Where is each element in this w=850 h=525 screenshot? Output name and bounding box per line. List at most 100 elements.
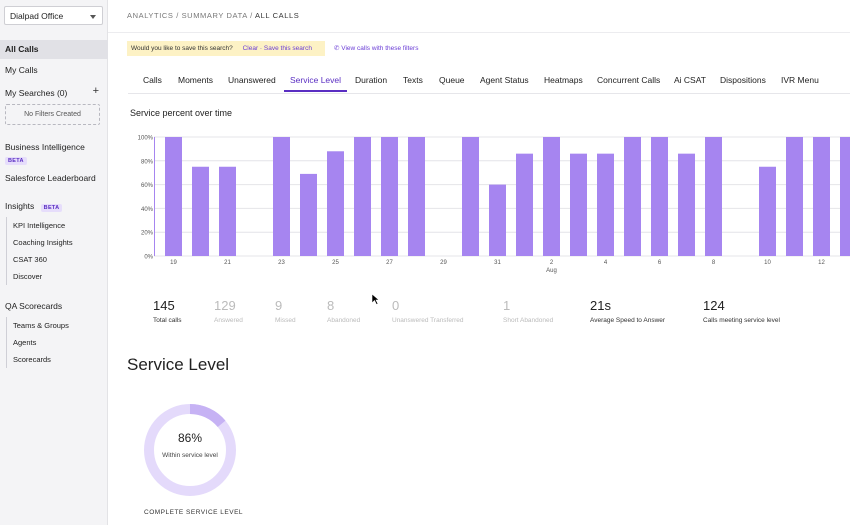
x-tick-label: 2 xyxy=(550,260,554,266)
x-tick-label: 27 xyxy=(386,260,393,266)
office-select-value: Dialpad Office xyxy=(10,11,64,21)
tab-heatmaps[interactable]: Heatmaps xyxy=(544,75,583,85)
sidebar-item-teams-groups[interactable]: Teams & Groups xyxy=(13,321,69,330)
chart-bar xyxy=(408,137,425,256)
sidebar-item-agents[interactable]: Agents xyxy=(13,338,37,347)
x-tick-label: 21 xyxy=(224,260,231,266)
y-tick-label: 60% xyxy=(141,183,154,189)
stat-value: 124 xyxy=(703,298,725,313)
office-select[interactable]: Dialpad Office xyxy=(4,6,103,25)
analytics-tabs: Calls Moments Unanswered Service Level D… xyxy=(128,72,850,92)
service-level-donut xyxy=(144,404,236,496)
tab-queue[interactable]: Queue xyxy=(439,75,465,85)
chart-bar xyxy=(651,137,668,256)
add-search-icon[interactable]: + xyxy=(92,85,99,97)
chart-bar xyxy=(273,137,290,256)
tab-dispositions[interactable]: Dispositions xyxy=(720,75,766,85)
y-tick-label: 20% xyxy=(141,231,154,237)
sidebar-item-discover[interactable]: Discover xyxy=(13,272,43,281)
complete-service-level-label: COMPLETE SERVICE LEVEL xyxy=(144,509,244,516)
chart-bar xyxy=(219,166,236,256)
stat-service-level-calls: 124 Calls meeting service level xyxy=(703,298,780,324)
tab-service-level[interactable]: Service Level xyxy=(284,72,348,92)
no-filters-box: No Filters Created xyxy=(5,104,100,125)
chart-bar xyxy=(597,153,614,256)
tab-duration[interactable]: Duration xyxy=(355,75,388,85)
x-tick-label: 25 xyxy=(332,260,339,266)
sidebar-item-kpi-intelligence[interactable]: KPI Intelligence xyxy=(13,221,66,230)
chart-bar xyxy=(624,137,641,256)
service-level-label: Within service level xyxy=(162,452,218,459)
save-search-bar: Would you like to save this search? Clea… xyxy=(127,41,325,56)
chart-title: Service percent over time xyxy=(130,108,233,118)
x-tick-label: 29 xyxy=(440,260,447,266)
tab-unanswered[interactable]: Unanswered xyxy=(228,75,276,85)
beta-badge: BETA xyxy=(40,204,63,212)
chart-bar xyxy=(813,137,830,256)
chart-bar xyxy=(489,184,506,256)
stat-label: Unanswered Transferred xyxy=(392,317,464,324)
y-tick-label: 40% xyxy=(141,207,154,213)
phone-icon: ✆ xyxy=(334,45,340,52)
sidebar-item-qa-scorecards[interactable]: QA Scorecards xyxy=(5,301,63,311)
chart-bar xyxy=(165,137,182,256)
chart-bar xyxy=(462,137,479,256)
my-searches-label: My Searches (0) xyxy=(5,88,68,98)
chart-bar xyxy=(192,166,209,256)
sidebar-item-all-calls[interactable]: All Calls xyxy=(0,40,108,59)
sidebar: Dialpad Office All Calls My Calls My Sea… xyxy=(0,0,108,525)
view-calls-link[interactable]: ✆ View calls with these filters xyxy=(334,44,418,52)
x-tick-label: 8 xyxy=(712,260,716,266)
service-level-percent: 86% xyxy=(177,431,203,445)
chart-bar xyxy=(759,166,776,256)
chart-bar xyxy=(354,137,371,256)
stat-value: 145 xyxy=(153,298,175,313)
sidebar-item-coaching-insights[interactable]: Coaching Insights xyxy=(13,238,73,247)
insights-label: Insights xyxy=(5,201,35,211)
sidebar-item-csat-360[interactable]: CSAT 360 xyxy=(13,255,47,264)
x-month-label: Aug xyxy=(546,268,557,274)
tab-agent-status[interactable]: Agent Status xyxy=(480,75,529,85)
stat-total-calls: 145 Total calls xyxy=(153,298,182,324)
chart-bar xyxy=(786,137,803,256)
sidebar-item-business-intelligence[interactable]: Business Intelligence xyxy=(0,142,108,152)
chart-bar xyxy=(840,137,850,256)
stat-label: Average Speed to Answer xyxy=(590,317,666,324)
stat-abandoned: 8 Abandoned xyxy=(327,298,360,324)
chevron-down-icon xyxy=(90,15,96,19)
x-tick-label: 12 xyxy=(818,260,825,266)
stat-value: 8 xyxy=(327,298,335,313)
sidebar-item-salesforce[interactable]: Salesforce Leaderboard xyxy=(5,173,96,183)
sidebar-item-my-calls[interactable]: My Calls xyxy=(5,65,38,75)
breadcrumb-current: ALL CALLS xyxy=(255,11,300,20)
stat-label: Missed xyxy=(275,317,296,324)
stat-answered: 129 Answered xyxy=(214,298,243,324)
chart-bar xyxy=(705,137,722,256)
sidebar-item-scorecards[interactable]: Scorecards xyxy=(13,355,51,364)
stat-label: Answered xyxy=(214,317,243,324)
tab-moments[interactable]: Moments xyxy=(178,75,213,85)
chart-bar xyxy=(300,173,317,256)
breadcrumb-path[interactable]: ANALYTICS / SUMMARY DATA / xyxy=(127,11,253,20)
stat-label: Short Abandoned xyxy=(503,317,554,324)
stat-label: Abandoned xyxy=(327,317,361,324)
tab-concurrent-calls[interactable]: Concurrent Calls xyxy=(597,75,661,85)
stat-missed: 9 Missed xyxy=(275,298,296,324)
stat-value: 0 xyxy=(392,298,400,313)
tab-ivr-menu[interactable]: IVR Menu xyxy=(781,75,819,85)
tab-ai-csat[interactable]: Ai CSAT xyxy=(674,75,706,85)
sidebar-item-my-searches[interactable]: My Searches (0) xyxy=(0,88,108,98)
x-tick-label: 31 xyxy=(494,260,501,266)
save-search-link[interactable]: Clear · Save this search xyxy=(242,45,312,52)
mouse-cursor-icon xyxy=(372,294,380,305)
chart-bar xyxy=(327,151,344,256)
sidebar-item-insights[interactable]: Insights BETA xyxy=(0,201,108,212)
chart-bar xyxy=(516,153,533,256)
y-tick-label: 100% xyxy=(138,136,154,142)
tab-calls[interactable]: Calls xyxy=(143,75,162,85)
stat-value: 129 xyxy=(214,298,236,313)
x-tick-label: 19 xyxy=(170,260,177,266)
tab-texts[interactable]: Texts xyxy=(403,75,423,85)
save-search-question: Would you like to save this search? xyxy=(131,45,233,52)
view-calls-label: View calls with these filters xyxy=(341,45,419,52)
